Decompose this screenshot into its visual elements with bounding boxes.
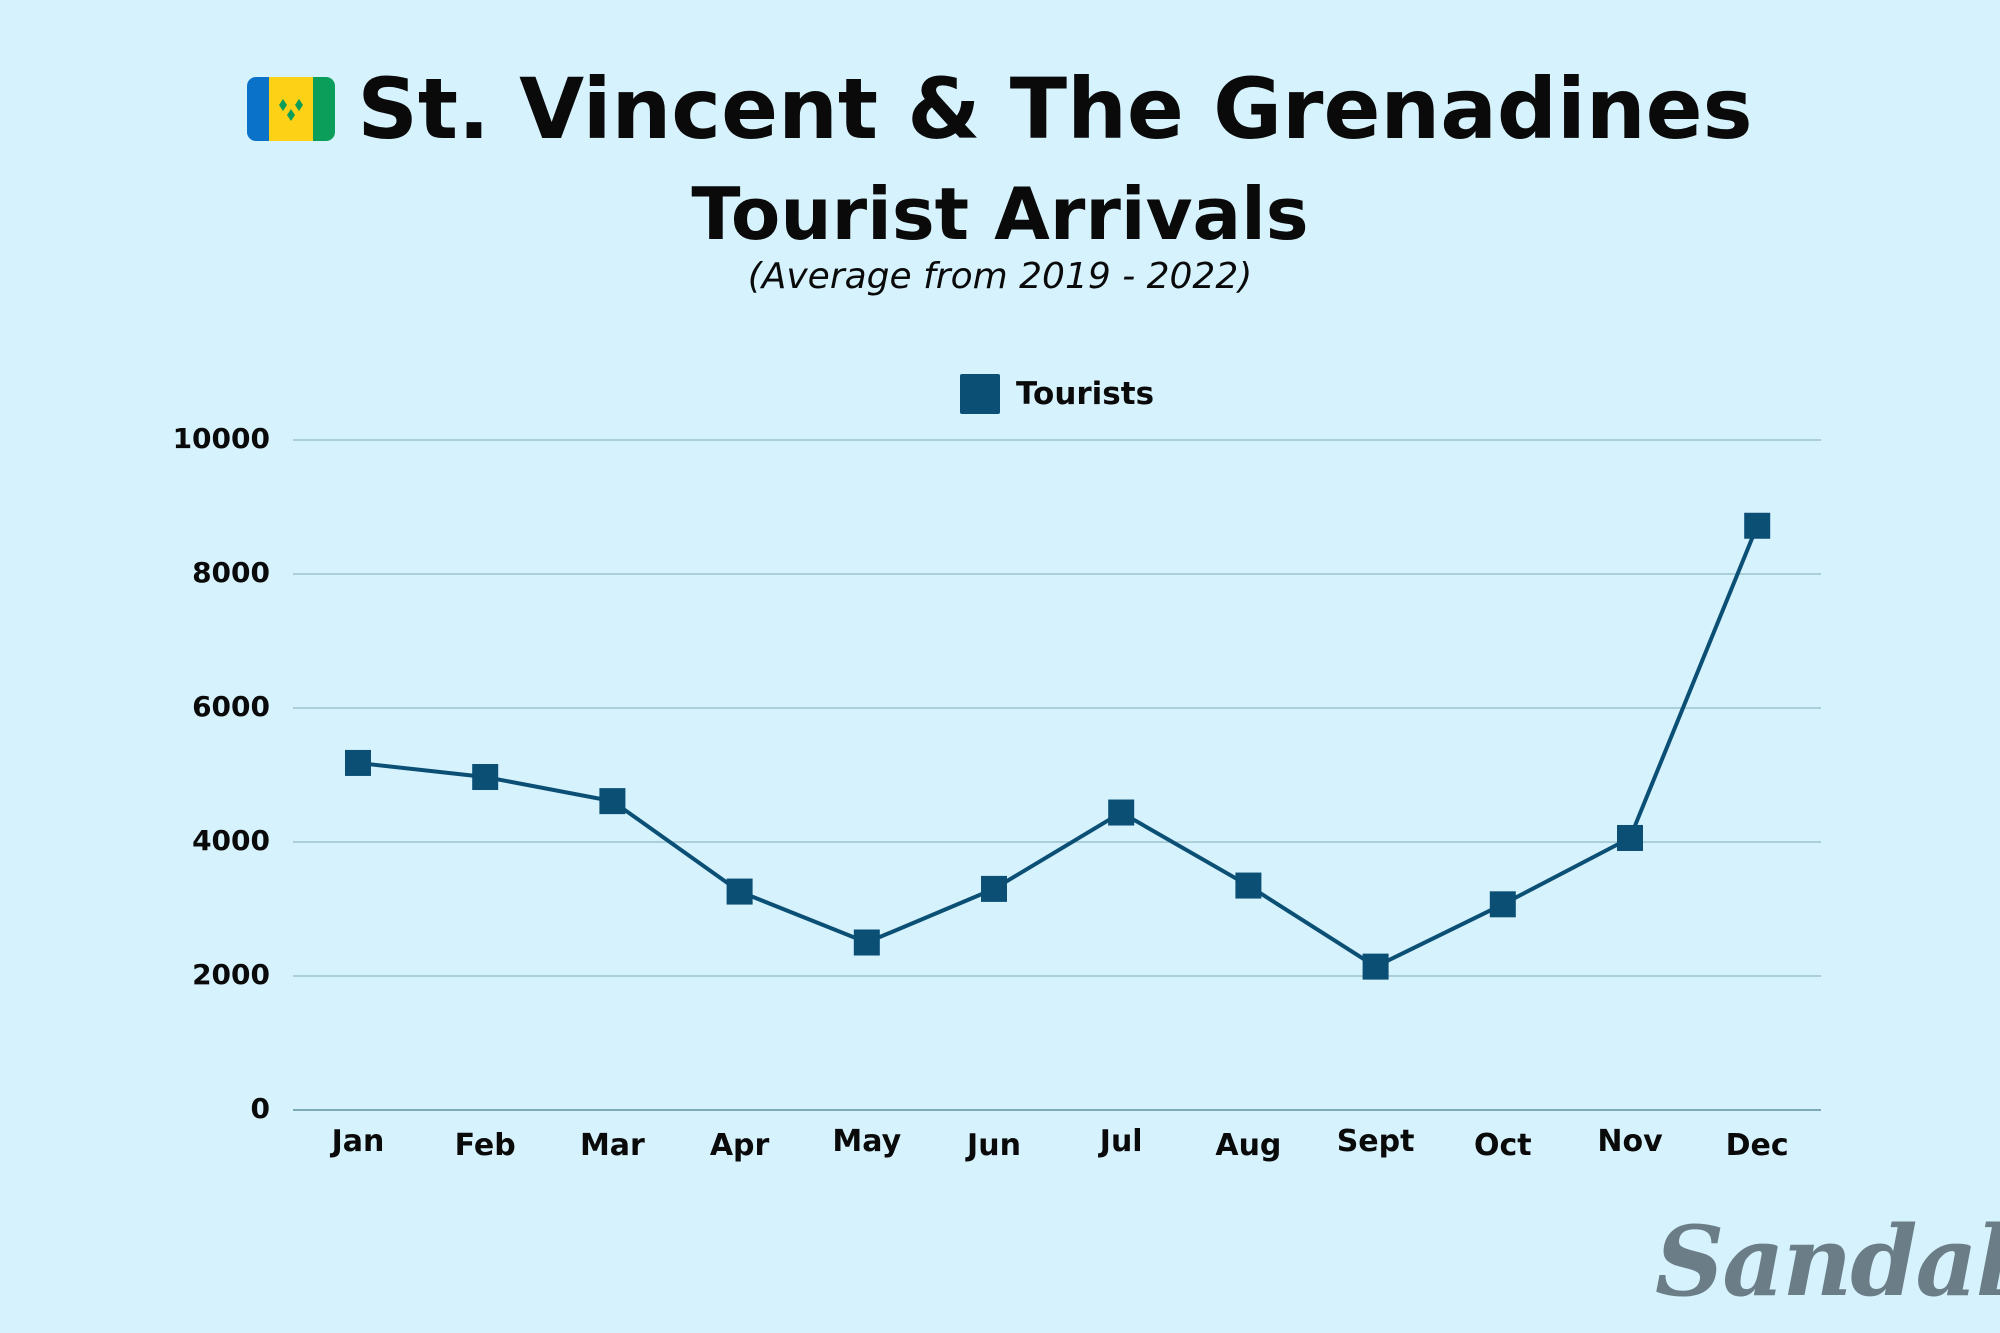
x-tick-label: Aug — [1215, 1128, 1282, 1163]
legend-swatch-icon — [960, 374, 1000, 414]
x-tick-label: May — [832, 1124, 902, 1159]
data-point-marker[interactable] — [1235, 872, 1262, 899]
y-tick-label: 6000 — [192, 690, 270, 723]
title-row: St. Vincent & The Grenadines — [0, 60, 2000, 158]
data-point-marker[interactable] — [726, 878, 753, 905]
x-tick-label: Nov — [1597, 1124, 1663, 1159]
data-point-marker[interactable] — [853, 929, 880, 956]
flag-icon — [247, 77, 336, 141]
chart-note: (Average from 2019 - 2022) — [747, 256, 1253, 297]
data-point-marker[interactable] — [345, 749, 371, 776]
data-point-marker[interactable] — [1489, 891, 1516, 918]
chart-subtitle: Tourist Arrivals — [691, 172, 1309, 256]
y-tick-label: 8000 — [192, 556, 270, 589]
y-tick-label: 4000 — [192, 824, 270, 857]
x-tick-label: Apr — [709, 1128, 770, 1163]
data-point-marker[interactable] — [1108, 799, 1135, 826]
data-point-marker[interactable] — [1744, 512, 1771, 539]
data-point-marker[interactable] — [1362, 953, 1389, 980]
y-tick-label: 0 — [250, 1092, 270, 1125]
x-tick-label: Oct — [1473, 1128, 1532, 1163]
x-tick-label: Sept — [1336, 1124, 1415, 1159]
y-tick-label: 10000 — [172, 422, 270, 455]
legend-label: Tourists — [1016, 376, 1155, 412]
y-tick-label: 2000 — [192, 958, 270, 991]
x-tick-label: Dec — [1725, 1128, 1789, 1163]
legend: Tourists — [960, 374, 1154, 414]
chart-title: St. Vincent & The Grenadines — [357, 60, 1753, 158]
x-tick-label: Jan — [331, 1124, 385, 1159]
data-point-marker[interactable] — [981, 875, 1007, 902]
x-tick-label: Feb — [454, 1128, 516, 1163]
data-point-marker[interactable] — [472, 764, 499, 791]
data-point-marker[interactable] — [1617, 824, 1643, 851]
data-point-marker[interactable] — [599, 788, 626, 815]
sandals-logo: Sandals — [1655, 1205, 2000, 1318]
x-tick-label: Mar — [579, 1128, 645, 1163]
series-line — [357, 525, 1760, 969]
x-tick-label: Jun — [967, 1128, 1021, 1163]
x-tick-label: Jul — [1099, 1124, 1143, 1159]
